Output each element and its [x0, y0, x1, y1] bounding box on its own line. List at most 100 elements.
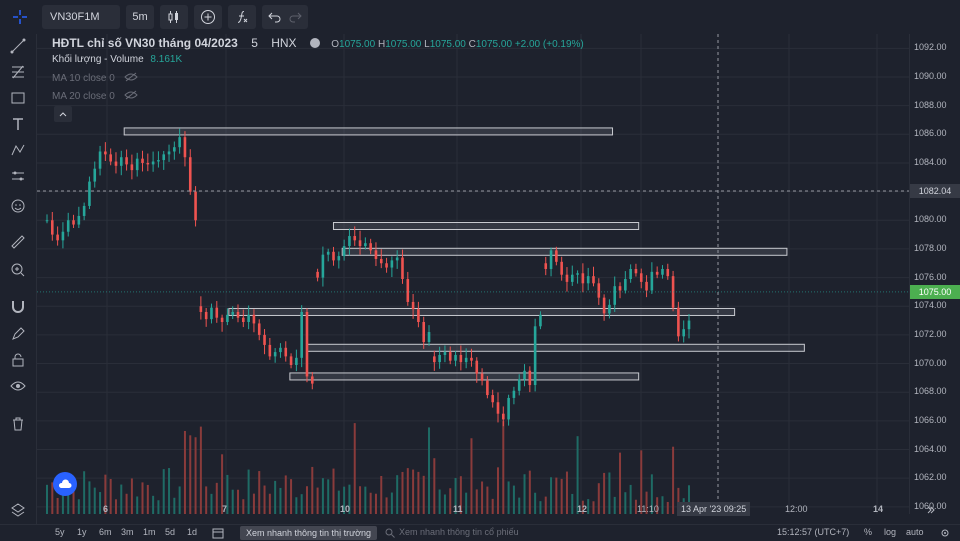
add-circle-icon	[201, 10, 215, 24]
candle-body	[231, 311, 235, 315]
eye-icon[interactable]	[8, 376, 28, 396]
candle-body	[130, 164, 134, 171]
interval-button[interactable]: 5m	[126, 5, 154, 29]
redo-icon[interactable]	[288, 11, 302, 23]
candle-body	[268, 344, 272, 357]
volume-legend[interactable]: Khối lượng - Volume 8.161K	[52, 54, 183, 65]
eye-hidden-icon[interactable]	[123, 72, 138, 82]
cloud-icon	[58, 479, 72, 488]
price-tick: 1086.00	[914, 128, 947, 139]
formula-button[interactable]	[228, 5, 256, 29]
text-icon[interactable]	[8, 114, 28, 134]
volume-bar	[337, 490, 340, 514]
log-toggle[interactable]: log	[884, 527, 897, 537]
pencil-lock-icon[interactable]	[8, 324, 28, 344]
candle-body	[263, 334, 266, 345]
percent-toggle[interactable]: %	[864, 527, 873, 537]
scroll-right-button[interactable]	[924, 503, 938, 517]
range-5d[interactable]: 5d	[165, 527, 176, 537]
range-5y[interactable]: 5y	[55, 527, 65, 537]
emoji-icon[interactable]	[8, 196, 28, 216]
volume-bar	[433, 458, 436, 514]
volume-bar	[640, 450, 643, 514]
trash-icon[interactable]	[8, 414, 28, 434]
lock-icon[interactable]	[8, 350, 28, 370]
fib-icon[interactable]	[8, 62, 28, 82]
indicators-button[interactable]	[194, 5, 222, 29]
volume-bar	[77, 499, 80, 514]
candle-body	[443, 352, 447, 355]
price-tick: 1072.00	[914, 328, 947, 339]
market-news-button[interactable]: Xem nhanh thông tin thị trường	[240, 526, 378, 540]
volume-bar	[231, 489, 234, 514]
candle-body	[650, 271, 654, 291]
settings-icon[interactable]	[940, 528, 950, 538]
candle-body	[618, 286, 622, 291]
symbol-title: HĐTL chỉ số VN30 tháng 04/2023	[52, 36, 238, 50]
price-tick: 1080.00	[914, 214, 947, 225]
prediction-icon[interactable]	[8, 166, 28, 186]
pattern-icon[interactable]	[8, 140, 28, 160]
volume-bar	[67, 486, 70, 514]
chart-pane[interactable]	[37, 34, 909, 514]
ma10-legend[interactable]: MA 10 close 0	[52, 72, 138, 84]
crosshair-icon[interactable]	[6, 5, 34, 29]
range-1y[interactable]: 1y	[77, 527, 87, 537]
eye-hidden-icon[interactable]	[123, 90, 138, 100]
volume-bar	[247, 469, 250, 514]
candle-body	[157, 160, 160, 162]
collapse-legend-button[interactable]	[54, 106, 72, 122]
volume-bar	[374, 493, 377, 514]
candle-body	[66, 220, 70, 232]
volume-bar	[114, 499, 117, 514]
candle-body	[284, 347, 288, 357]
volume-bar	[534, 492, 537, 514]
chart-type-button[interactable]	[160, 5, 188, 29]
volume-bar	[592, 501, 595, 514]
candle-body	[480, 373, 484, 381]
range-1d[interactable]: 1d	[187, 527, 198, 537]
ruler-icon[interactable]	[8, 232, 28, 252]
ma20-legend[interactable]: MA 20 close 0	[52, 90, 138, 102]
candle-body	[539, 314, 542, 327]
volume-bar	[459, 476, 462, 514]
candle-body	[289, 356, 293, 365]
candle-body	[316, 271, 319, 278]
range-3m[interactable]: 3m	[121, 527, 134, 537]
candle-body	[379, 258, 383, 264]
volume-bar	[539, 501, 542, 514]
volume-bar	[157, 500, 160, 514]
candle-body	[252, 314, 256, 324]
trendline-icon[interactable]	[8, 36, 28, 56]
zoom-in-icon[interactable]	[8, 260, 28, 280]
magnet-icon[interactable]	[8, 296, 28, 316]
candle-body	[93, 168, 97, 182]
range-6m[interactable]: 6m	[99, 527, 112, 537]
undo-icon[interactable]	[268, 11, 282, 23]
price-tick: 1066.00	[914, 414, 947, 425]
candle-body	[624, 279, 627, 291]
minus-circle-icon[interactable]	[309, 38, 320, 48]
volume-bar	[396, 475, 399, 514]
candle-body	[639, 273, 643, 282]
stock-news-input[interactable]: Xem nhanh thông tin cổ phiếu	[399, 527, 519, 537]
candle-body	[433, 356, 436, 363]
symbol-search-button[interactable]: VN30F1M	[42, 5, 120, 29]
candle-body	[109, 154, 112, 162]
clock[interactable]: 15:12:57 (UTC+7)	[777, 527, 850, 537]
last-price-label: 1075.00	[910, 284, 960, 299]
auto-toggle[interactable]: auto	[906, 527, 924, 537]
layers-icon[interactable]	[8, 500, 28, 520]
rectangle-icon[interactable]	[8, 88, 28, 108]
time-axis[interactable]: 6 7 10 11 12 11:10 12:00 14 13 Apr '23 09:25	[37, 500, 909, 524]
calendar-icon[interactable]	[212, 527, 224, 539]
volume-bar	[178, 486, 181, 514]
volume-bar	[348, 484, 351, 514]
volume-bar	[523, 474, 526, 514]
price-chart[interactable]	[37, 34, 909, 514]
price-axis[interactable]: 1092.00 1090.00 1088.00 1086.00 1084.00 1082.…	[909, 34, 960, 514]
volume-bar	[343, 486, 346, 514]
volume-bar	[194, 437, 197, 514]
volume-bar	[109, 478, 112, 514]
range-1m[interactable]: 1m	[143, 527, 156, 537]
